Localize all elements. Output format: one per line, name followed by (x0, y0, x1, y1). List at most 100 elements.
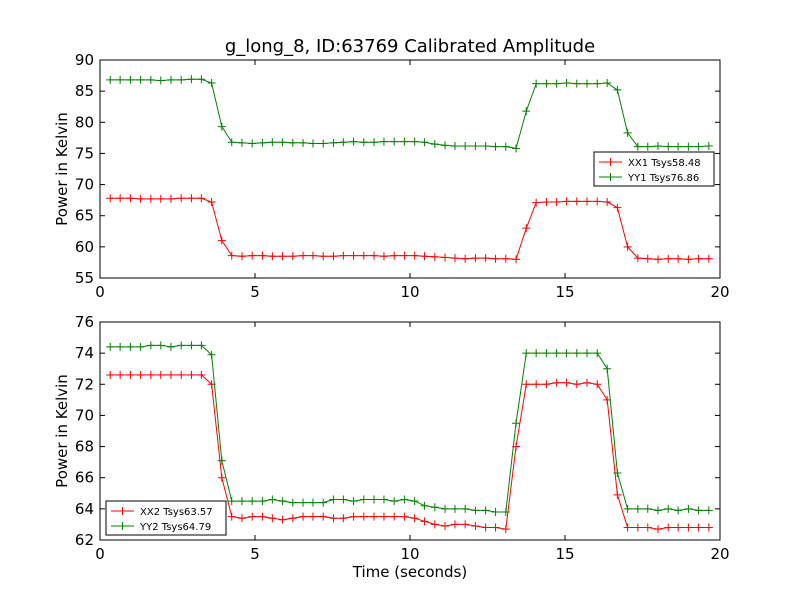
data-point (187, 370, 196, 379)
data-point (227, 497, 236, 506)
data-point (166, 342, 175, 351)
data-point (146, 194, 155, 203)
data-point (593, 349, 602, 358)
data-point (633, 142, 642, 151)
data-point (268, 138, 277, 147)
series-line-2-1 (110, 374, 709, 530)
data-point (603, 198, 612, 207)
data-point (603, 79, 612, 88)
data-point (633, 504, 642, 513)
data-point (177, 370, 186, 379)
data-point (410, 497, 419, 506)
data-point (633, 523, 642, 532)
legend-marker (118, 522, 127, 530)
data-point (532, 380, 541, 389)
data-point (299, 251, 308, 260)
data-point (187, 341, 196, 350)
data-point (116, 342, 125, 351)
data-point (633, 254, 642, 263)
data-point (207, 79, 216, 88)
data-point (643, 254, 652, 263)
data-point (583, 378, 592, 387)
data-point (237, 514, 246, 523)
legend-label: YY1 Tsys76.86 (627, 173, 699, 184)
data-point (126, 370, 135, 379)
y-tick-label: 68 (75, 438, 94, 456)
legend-marker (606, 173, 615, 181)
data-point (542, 349, 551, 358)
data-point (319, 252, 328, 261)
x-tick-label: 0 (95, 545, 105, 563)
data-point (379, 512, 388, 521)
data-point (370, 495, 379, 504)
data-point (207, 198, 216, 207)
data-point (126, 194, 135, 203)
data-point (400, 251, 409, 260)
data-point (299, 138, 308, 147)
data-point (613, 490, 622, 499)
data-point (349, 497, 358, 506)
data-point (542, 198, 551, 207)
data-point (572, 380, 581, 389)
data-point (156, 194, 165, 203)
data-point (532, 198, 541, 207)
data-point (654, 525, 662, 534)
legend-marker (606, 158, 615, 166)
data-point (694, 506, 703, 515)
data-point (217, 456, 226, 465)
data-point (643, 142, 652, 151)
data-point (278, 497, 287, 506)
data-point (248, 497, 257, 506)
data-point (674, 142, 683, 151)
data-point (572, 197, 581, 206)
y-tick-label: 70 (75, 176, 94, 194)
data-point (471, 506, 480, 515)
y-tick-label: 76 (75, 313, 94, 331)
series-line-2-2 (110, 344, 709, 513)
data-point (441, 141, 450, 150)
data-point (450, 520, 459, 529)
data-point (319, 512, 328, 521)
data-point (674, 506, 683, 515)
data-point (461, 254, 470, 263)
data-point (268, 495, 277, 504)
data-point (562, 378, 571, 387)
data-point (441, 253, 450, 262)
x-tick-label: 5 (250, 545, 260, 563)
data-point (694, 254, 703, 263)
data-point (704, 523, 713, 532)
data-point (400, 512, 409, 521)
legend: XX2 Tsys63.57 YY2 Tsys64.79 (105, 500, 227, 536)
data-point (491, 142, 500, 151)
data-point (491, 507, 500, 516)
data-point (288, 252, 297, 261)
data-point (156, 341, 165, 350)
data-point (187, 75, 196, 84)
data-point (623, 128, 632, 137)
data-point (684, 523, 693, 532)
data-point (704, 141, 713, 150)
data-point (542, 380, 551, 389)
data-point (116, 194, 125, 203)
data-point (308, 251, 317, 260)
data-point (308, 139, 317, 148)
data-point (136, 194, 145, 203)
data-point (420, 138, 429, 147)
data-point (329, 495, 338, 504)
data-point (126, 75, 135, 84)
data-point (552, 198, 561, 207)
data-point (278, 515, 287, 524)
x-tick-label: 5 (250, 283, 260, 301)
data-point (674, 523, 683, 532)
data-point (177, 75, 186, 84)
data-point (390, 497, 399, 506)
data-point (501, 142, 510, 151)
data-point (654, 506, 662, 515)
data-point (166, 370, 175, 379)
data-point (177, 341, 186, 350)
data-point (106, 370, 115, 379)
y-axis-label: Power in Kelvin (53, 112, 71, 226)
data-point (136, 75, 145, 84)
y-tick-label: 64 (75, 500, 94, 518)
